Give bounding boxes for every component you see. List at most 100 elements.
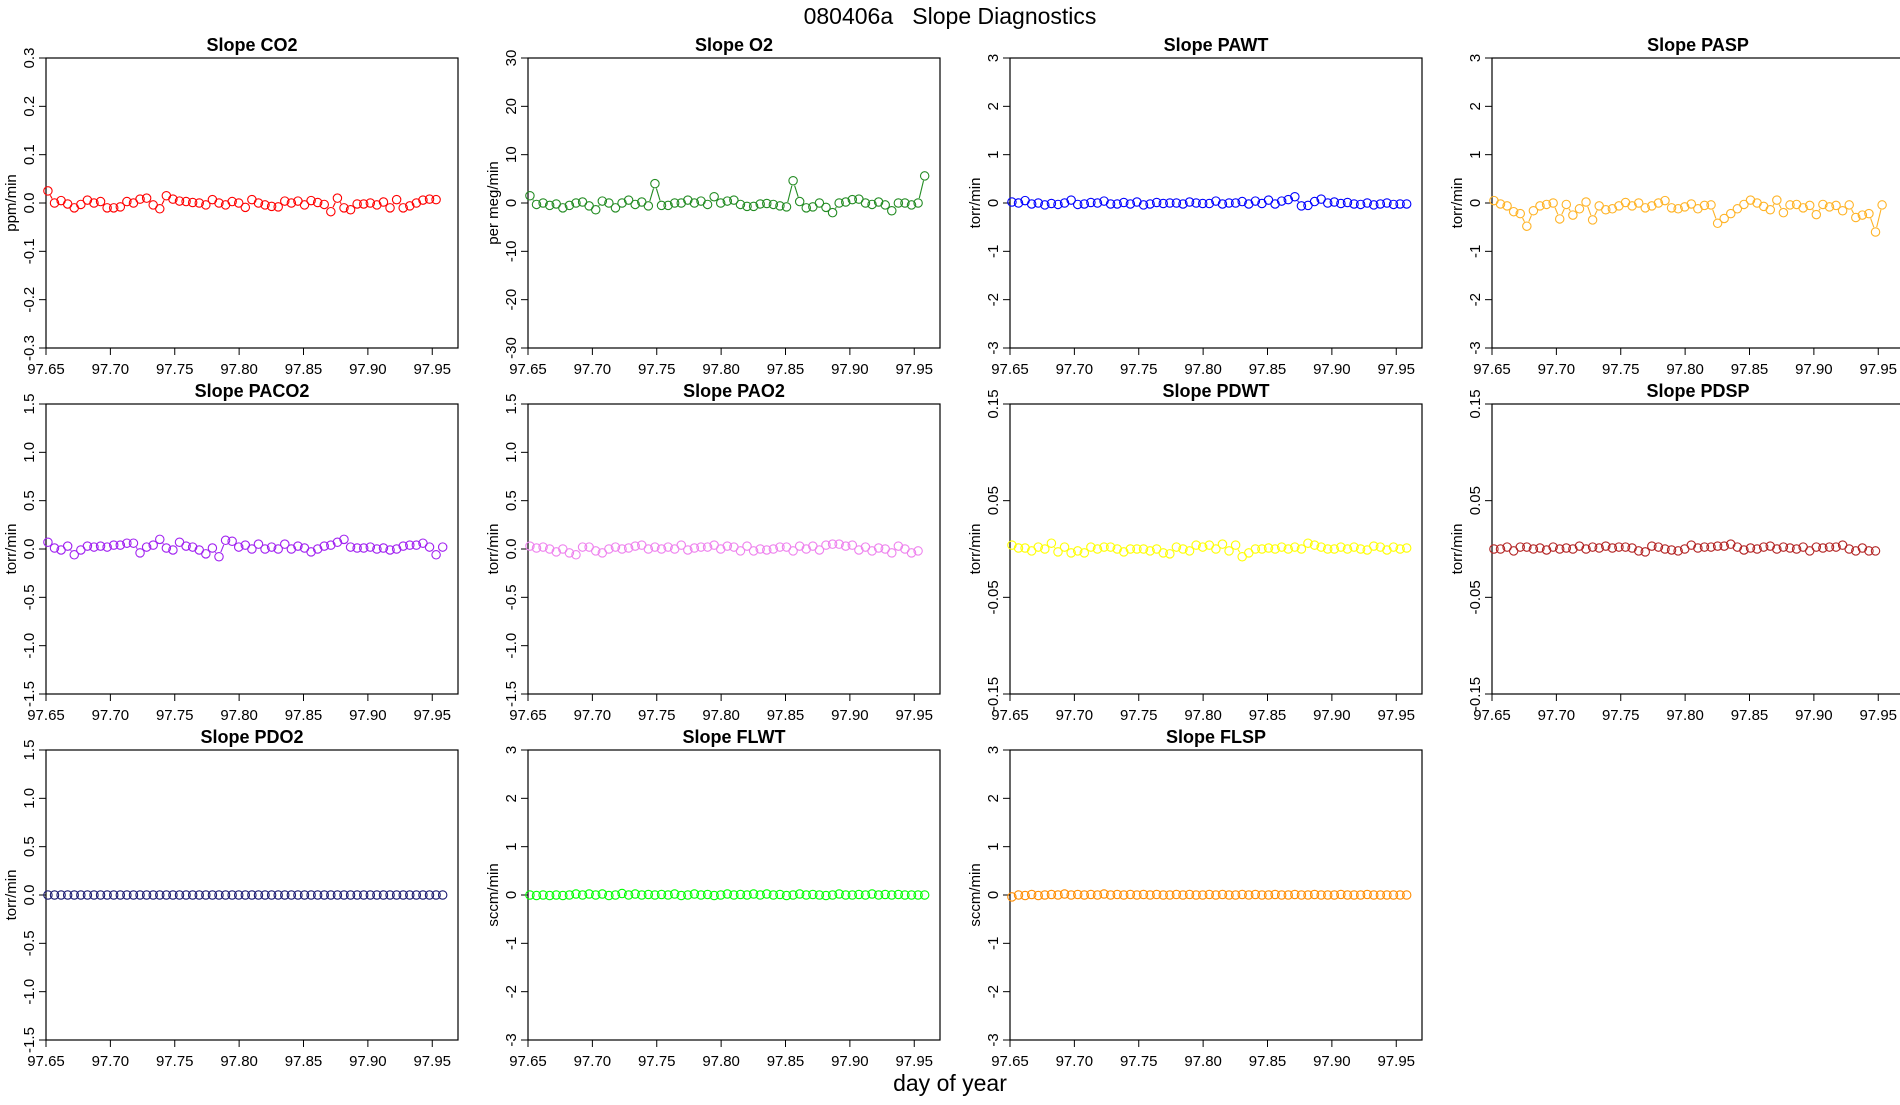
data-point	[888, 207, 896, 215]
x-tick-label: 97.80	[1666, 361, 1704, 378]
data-point	[703, 200, 711, 208]
x-tick-label: 97.95	[413, 707, 451, 724]
y-tick-label: 0	[503, 891, 520, 899]
series-segment	[50, 195, 52, 198]
y-tick-label: 1	[985, 150, 1002, 158]
x-tick-label: 97.75	[1602, 361, 1640, 378]
data-point	[1218, 540, 1226, 548]
series-segment	[1529, 215, 1532, 221]
x-tick-label: 97.90	[831, 1053, 869, 1070]
x-tick-label: 97.80	[220, 361, 258, 378]
x-tick-label: 97.80	[1184, 361, 1222, 378]
series-segment	[1054, 547, 1055, 548]
y-tick-label: -0.15	[1467, 677, 1484, 711]
x-tick-label: 97.65	[991, 1053, 1029, 1070]
x-tick-label: 97.90	[831, 361, 869, 378]
y-tick-label: 1.5	[21, 740, 38, 761]
series-segment	[1562, 209, 1564, 214]
data-point	[1402, 891, 1410, 899]
data-point	[156, 205, 164, 213]
x-tick-label: 97.65	[27, 1053, 65, 1070]
data-point	[828, 208, 836, 216]
x-tick-label: 97.80	[702, 1053, 740, 1070]
data-point	[795, 197, 803, 205]
x-tick-label: 97.95	[895, 361, 933, 378]
x-tick-label: 97.95	[413, 1053, 451, 1070]
y-tick-label: -3	[985, 1033, 1002, 1046]
y-tick-label: -1.0	[21, 633, 38, 659]
y-tick-label: 0.05	[1467, 486, 1484, 515]
y-tick-label: 3	[985, 54, 1002, 62]
panel-title: Slope PACO2	[195, 381, 310, 401]
y-tick-label: 1.0	[21, 788, 38, 809]
series-segment	[795, 186, 799, 197]
x-tick-label: 97.95	[1859, 707, 1897, 724]
y-axis-label: torr/min	[3, 870, 20, 921]
series-segment	[533, 200, 534, 201]
x-tick-label: 97.65	[991, 361, 1029, 378]
x-tick-label: 97.70	[1538, 361, 1576, 378]
data-point	[1812, 210, 1820, 218]
series-segment	[215, 552, 216, 553]
data-point	[438, 891, 446, 899]
x-tick-label: 97.70	[574, 1053, 612, 1070]
x-tick-label: 97.85	[1249, 361, 1287, 378]
plot-frame	[528, 750, 940, 1040]
y-tick-label: 0.2	[21, 96, 38, 117]
data-point	[789, 177, 797, 185]
y-axis-label: torr/min	[3, 524, 20, 575]
x-tick-label: 97.90	[1313, 361, 1351, 378]
data-point	[1556, 215, 1564, 223]
y-tick-label: 1.0	[503, 442, 520, 463]
data-point	[1231, 541, 1239, 549]
data-point	[1575, 205, 1583, 213]
y-tick-label: 2	[503, 794, 520, 802]
series-segment	[221, 545, 224, 552]
y-tick-label: 0	[503, 199, 520, 207]
y-tick-label: -0.15	[985, 677, 1002, 711]
series-segment	[163, 543, 164, 544]
x-tick-label: 97.95	[895, 707, 933, 724]
x-tick-label: 97.80	[702, 707, 740, 724]
y-tick-label: -0.3	[21, 335, 38, 361]
x-tick-label: 97.65	[509, 707, 547, 724]
x-tick-label: 97.70	[1056, 361, 1094, 378]
series-segment	[71, 550, 72, 551]
x-tick-label: 97.95	[1859, 361, 1897, 378]
panel-title: Slope FLWT	[683, 727, 786, 747]
x-tick-label: 97.70	[574, 361, 612, 378]
y-axis-label: ppm/min	[3, 174, 20, 232]
x-tick-label: 97.85	[1249, 1053, 1287, 1070]
plot-frame	[1492, 404, 1900, 694]
y-tick-label: 3	[503, 746, 520, 754]
y-tick-label: -3	[503, 1033, 520, 1046]
x-tick-label: 97.75	[156, 707, 194, 724]
x-tick-label: 97.65	[27, 707, 65, 724]
x-tick-label: 97.80	[1666, 707, 1704, 724]
y-tick-label: -1.5	[21, 681, 38, 707]
x-tick-label: 97.70	[92, 1053, 130, 1070]
x-tick-label: 97.70	[574, 707, 612, 724]
series-segment	[1773, 204, 1774, 205]
x-tick-label: 97.75	[1120, 707, 1158, 724]
y-tick-label: 0.05	[985, 486, 1002, 515]
y-axis-label: torr/min	[967, 178, 984, 229]
data-point	[208, 544, 216, 552]
x-tick-label: 97.75	[156, 1053, 194, 1070]
y-axis-label: torr/min	[1449, 178, 1466, 229]
x-tick-label: 97.85	[767, 1053, 805, 1070]
y-axis-label: sccm/min	[485, 863, 502, 926]
y-tick-label: -30	[503, 337, 520, 359]
y-tick-label: 0	[985, 891, 1002, 899]
x-tick-label: 97.90	[831, 707, 869, 724]
y-tick-label: -0.05	[1467, 580, 1484, 614]
plot-frame	[1010, 58, 1422, 348]
data-point	[1047, 539, 1055, 547]
x-tick-label: 97.95	[1377, 1053, 1415, 1070]
